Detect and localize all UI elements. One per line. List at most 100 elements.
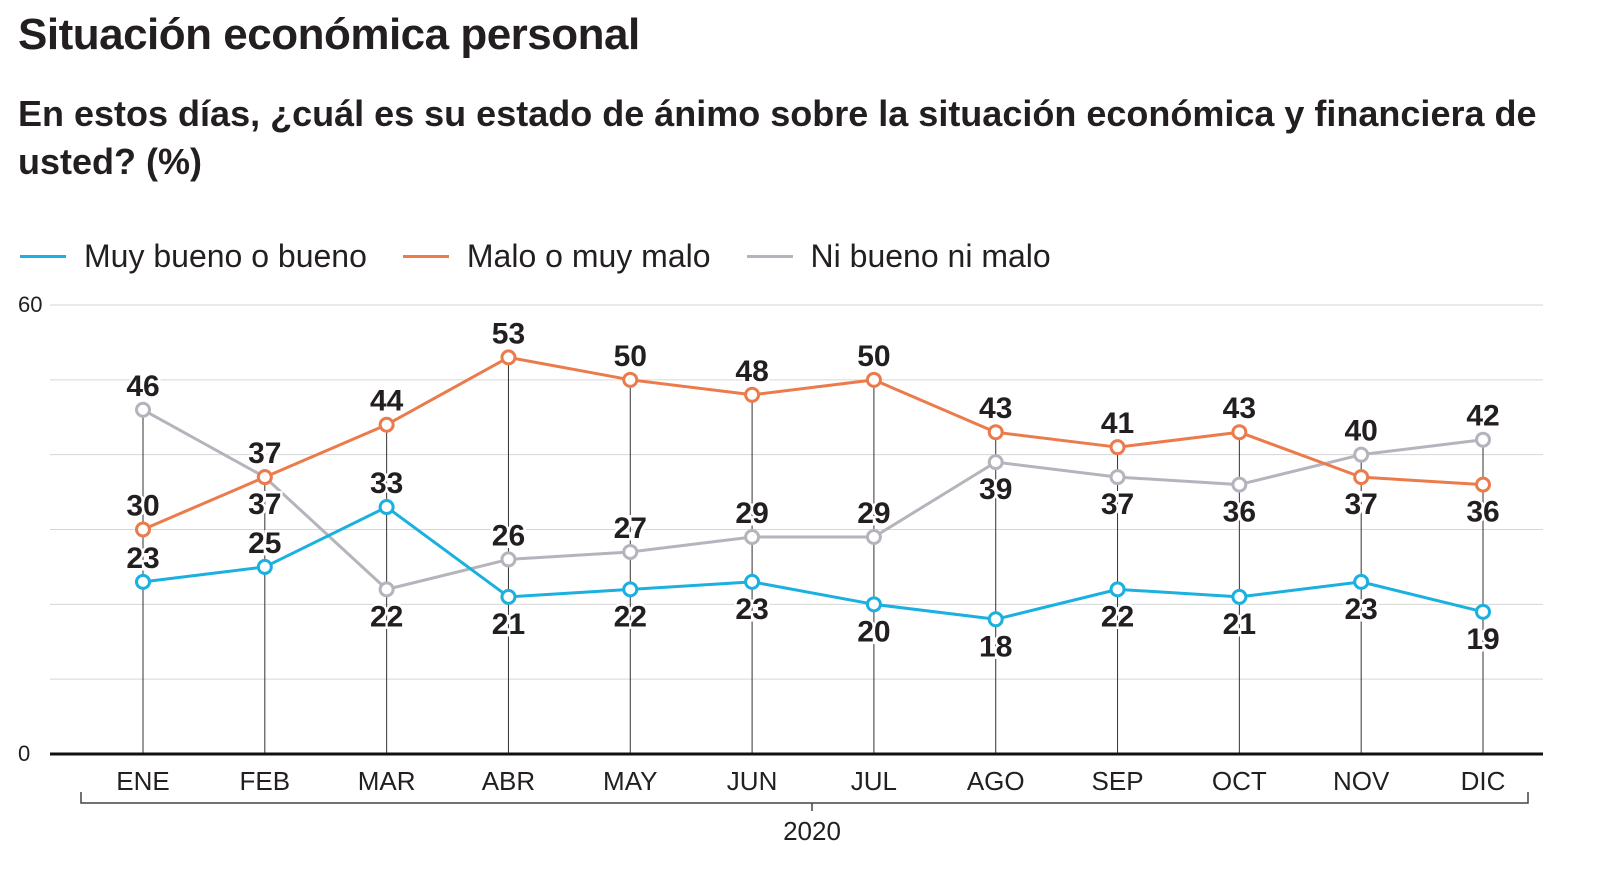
- data-label: 27: [614, 512, 647, 545]
- data-label: 33: [370, 467, 403, 500]
- x-tick-label: OCT: [1212, 766, 1267, 796]
- x-tick-label: SEP: [1092, 766, 1144, 796]
- data-point: [378, 499, 395, 516]
- data-point: [865, 596, 882, 613]
- legend-item-negative: Malo o muy malo: [402, 238, 711, 275]
- data-point: [622, 543, 639, 560]
- data-label: 39: [979, 473, 1012, 506]
- data-point: [1231, 424, 1248, 441]
- data-point: [1353, 446, 1370, 463]
- data-point: [378, 581, 395, 598]
- legend-swatch-positive: [20, 255, 66, 258]
- data-label: 37: [1344, 488, 1377, 521]
- data-point: [256, 469, 273, 486]
- data-label: 22: [614, 600, 647, 633]
- data-label: 43: [1223, 392, 1256, 425]
- data-point: [1109, 469, 1126, 486]
- x-axis-label: 2020: [783, 816, 841, 846]
- chart-subtitle: En estos días, ¿cuál es su estado de áni…: [18, 93, 1537, 182]
- data-label: 36: [1466, 496, 1499, 529]
- data-point: [865, 528, 882, 545]
- data-label: 46: [126, 370, 159, 403]
- data-label: 22: [370, 600, 403, 633]
- data-point: [1231, 588, 1248, 605]
- x-tick-label: MAY: [603, 766, 657, 796]
- data-label: 53: [492, 317, 525, 350]
- data-point: [500, 588, 517, 605]
- data-label: 37: [248, 488, 281, 521]
- data-label: 43: [979, 392, 1012, 425]
- data-label: 22: [1101, 600, 1134, 633]
- data-label: 37: [1101, 488, 1134, 521]
- x-tick-label: FEB: [240, 766, 291, 796]
- data-point: [744, 386, 761, 403]
- data-label: 50: [857, 340, 890, 373]
- data-point: [987, 611, 1004, 628]
- data-point: [622, 371, 639, 388]
- data-point: [865, 371, 882, 388]
- chart-title: Situación económica personal: [18, 10, 640, 59]
- data-point: [378, 416, 395, 433]
- x-tick-label: MAR: [358, 766, 416, 796]
- data-point: [1109, 581, 1126, 598]
- data-label: 42: [1466, 400, 1499, 433]
- x-tick-label: ABR: [482, 766, 535, 796]
- data-point: [135, 573, 151, 590]
- data-label: 26: [492, 519, 525, 552]
- legend: Muy bueno o bueno Malo o muy malo Ni bue…: [20, 238, 1087, 275]
- data-label: 23: [735, 593, 768, 626]
- data-point: [622, 581, 639, 598]
- data-point: [1475, 603, 1491, 620]
- series-line: [142, 505, 1484, 621]
- data-label: 21: [492, 608, 525, 641]
- data-label: 40: [1344, 415, 1377, 448]
- legend-swatch-neutral: [746, 255, 793, 258]
- data-label: 44: [370, 385, 404, 418]
- data-label: 36: [1223, 496, 1256, 529]
- x-tick-label: JUL: [851, 766, 897, 796]
- data-point: [987, 454, 1004, 471]
- data-label: 48: [735, 355, 768, 388]
- data-label: 25: [248, 527, 281, 560]
- data-point: [1231, 476, 1248, 493]
- legend-label-negative: Malo o muy malo: [466, 238, 711, 274]
- legend-item-neutral: Ni bueno ni malo: [746, 238, 1051, 275]
- year-bracket: [80, 792, 1529, 804]
- legend-label-neutral: Ni bueno ni malo: [810, 238, 1051, 274]
- y-tick-label: 60: [18, 292, 42, 317]
- x-tick-label: NOV: [1333, 766, 1390, 796]
- data-point: [1475, 431, 1491, 448]
- legend-swatch-negative: [402, 255, 449, 258]
- data-label: 18: [979, 630, 1012, 663]
- data-point: [500, 551, 517, 568]
- data-point: [256, 558, 273, 575]
- data-label: 23: [1344, 593, 1377, 626]
- data-label: 20: [857, 615, 890, 648]
- series-line: [142, 408, 1484, 591]
- data-label: 29: [857, 497, 890, 530]
- data-label: 29: [735, 497, 768, 530]
- data-label: 23: [126, 542, 159, 575]
- data-point: [1475, 476, 1491, 493]
- data-point: [135, 401, 151, 418]
- data-point: [500, 349, 517, 366]
- data-point: [1109, 439, 1126, 456]
- y-tick-label: 0: [18, 741, 30, 766]
- data-point: [744, 528, 761, 545]
- data-label: 19: [1466, 623, 1499, 656]
- data-point: [135, 521, 151, 538]
- data-label: 37: [248, 437, 281, 470]
- x-tick-label: DIC: [1461, 766, 1506, 796]
- data-label: 41: [1101, 407, 1134, 440]
- legend-item-positive: Muy bueno o bueno: [20, 238, 367, 275]
- x-tick-label: AGO: [967, 766, 1025, 796]
- data-point: [987, 424, 1004, 441]
- data-point: [1353, 469, 1370, 486]
- data-label: 21: [1223, 608, 1256, 641]
- data-point: [1353, 573, 1370, 590]
- legend-label-positive: Muy bueno o bueno: [84, 238, 367, 274]
- data-label: 50: [614, 340, 647, 373]
- data-label: 30: [126, 490, 159, 523]
- series-line: [142, 355, 1484, 531]
